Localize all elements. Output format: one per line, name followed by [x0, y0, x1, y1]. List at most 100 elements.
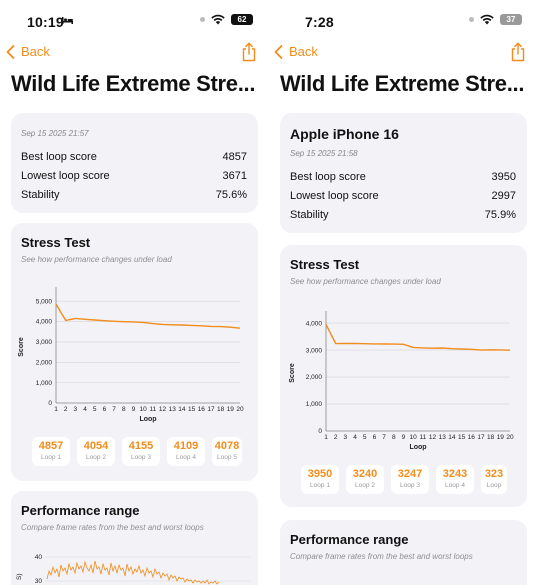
nav-bar: Back [269, 42, 538, 64]
x-axis-label: Loop [139, 416, 156, 423]
stress-test-card: Stress Test See how performance changes … [280, 245, 527, 507]
y-tick-label: 3,000 [306, 347, 323, 354]
performance-range-subtitle: Compare frame rates from the best and wo… [21, 523, 204, 532]
y-axis-label: Score [289, 363, 296, 383]
back-button[interactable]: Back [274, 44, 318, 59]
summary-card: Sep 15 2025 21:57 Best loop score 4857 L… [11, 113, 258, 213]
loop-chip[interactable]: 3950 Loop 1 [301, 465, 339, 494]
score-series-line [55, 303, 241, 329]
fps-tick-label: 40 [35, 554, 43, 561]
x-tick-label: 1 [324, 434, 328, 441]
x-axis-label: Loop [409, 444, 426, 451]
x-tick-label: 20 [506, 434, 514, 441]
page-title: Wild Life Extreme Stre... [280, 71, 525, 96]
back-button[interactable]: Back [6, 44, 50, 59]
loop-label: Loop 5 [217, 454, 237, 461]
y-tick-label: 4,000 [36, 319, 53, 326]
back-label: Back [21, 44, 50, 59]
chevron-left-icon [274, 44, 283, 59]
performance-range-title: Performance range [21, 503, 140, 518]
lowest-loop-value: 2997 [491, 190, 516, 202]
best-loop-label: Best loop score [21, 151, 97, 163]
wifi-icon [211, 14, 225, 25]
loop-chip[interactable]: 3240 Loop 2 [346, 465, 384, 494]
nav-bar: Back [0, 42, 269, 64]
device-name: Apple iPhone 16 [290, 126, 399, 142]
share-icon[interactable] [241, 42, 257, 62]
back-label: Back [289, 44, 318, 59]
x-tick-label: 1 [54, 406, 58, 413]
y-tick-label: 1,000 [36, 380, 53, 387]
loop-score: 4155 [128, 440, 154, 452]
loop-chip[interactable]: 4857 Loop 1 [32, 437, 70, 466]
status-time: 7:28 [305, 14, 334, 30]
left-screen: 10:19 62 Back W [0, 0, 269, 585]
loop-chip[interactable]: 4054 Loop 2 [77, 437, 115, 466]
loop-score: 3247 [397, 468, 423, 480]
loop-label: Loop 2 [86, 454, 106, 461]
x-tick-label: 3 [74, 406, 78, 413]
x-tick-label: 11 [419, 434, 426, 441]
loop-score: 4109 [173, 440, 199, 452]
x-tick-label: 14 [448, 434, 456, 441]
loop-label: Loop 1 [310, 482, 330, 489]
loop-score: 4857 [38, 440, 64, 452]
loop-label: Loop 1 [41, 454, 61, 461]
loop-chip[interactable]: 3243 Loop 4 [436, 465, 474, 494]
fps-axis-fragment: S) [16, 574, 23, 581]
performance-range-title: Performance range [290, 532, 409, 547]
performance-range-subtitle: Compare frame rates from the best and wo… [290, 552, 473, 561]
fps-series-line [46, 560, 220, 585]
lowest-loop-row: Lowest loop score 3671 [21, 170, 247, 182]
best-loop-value: 4857 [222, 151, 247, 163]
loop-chip[interactable]: 4155 Loop 3 [122, 437, 160, 466]
x-tick-label: 7 [382, 434, 386, 441]
x-tick-label: 13 [439, 434, 447, 441]
status-time: 10:19 [27, 14, 64, 30]
lowest-loop-label: Lowest loop score [290, 190, 379, 202]
y-tick-label: 2,000 [36, 359, 53, 366]
loop-chip[interactable]: 3247 Loop 3 [391, 465, 429, 494]
x-tick-label: 7 [112, 406, 116, 413]
y-tick-label: 0 [318, 428, 322, 435]
fps-tick-label: 30 [35, 578, 43, 585]
x-tick-label: 4 [353, 434, 357, 441]
x-tick-label: 9 [402, 434, 406, 441]
lowest-loop-row: Lowest loop score 2997 [290, 190, 516, 202]
stability-value: 75.9% [484, 209, 516, 221]
x-tick-label: 16 [468, 434, 476, 441]
y-tick-label: 1,000 [306, 401, 323, 408]
loop-score: 323 [484, 468, 504, 480]
share-icon[interactable] [510, 42, 526, 62]
x-tick-label: 2 [64, 406, 68, 413]
y-tick-label: 0 [48, 400, 52, 407]
performance-range-card: Performance range Compare frame rates fr… [280, 520, 527, 585]
run-date: Sep 15 2025 21:57 [21, 129, 89, 138]
y-tick-label: 3,000 [36, 339, 53, 346]
loop-scores-row[interactable]: 3950 Loop 1 3240 Loop 2 3247 Loop 3 3243 Loo… [301, 465, 507, 494]
x-tick-label: 4 [83, 406, 87, 413]
loop-label: Loop 4 [445, 482, 465, 489]
loop-chip[interactable]: 323 Loop [481, 465, 507, 494]
loop-chip[interactable]: 4078 Loop 5 [212, 437, 242, 466]
score-series-line [325, 324, 511, 351]
loop-label: Loop 3 [400, 482, 420, 489]
loop-scores-row[interactable]: 4857 Loop 1 4054 Loop 2 4155 Loop 3 4109 Loo… [32, 437, 242, 466]
stress-test-title: Stress Test [290, 257, 360, 272]
x-tick-label: 14 [178, 406, 186, 413]
x-tick-label: 6 [373, 434, 377, 441]
sleep-icon [62, 17, 73, 24]
stability-label: Stability [290, 209, 329, 221]
stability-row: Stability 75.6% [21, 189, 247, 201]
loop-chip[interactable]: 4109 Loop 4 [167, 437, 205, 466]
x-tick-label: 12 [429, 434, 437, 441]
x-tick-label: 6 [103, 406, 107, 413]
loop-score: 4078 [214, 440, 240, 452]
status-bar: 10:19 62 [0, 0, 269, 40]
right-screen: 7:28 37 Back Wild Life Extreme Stre... A… [269, 0, 538, 585]
best-loop-row: Best loop score 3950 [290, 171, 516, 183]
stress-test-card: Stress Test See how performance changes … [11, 223, 258, 481]
x-tick-label: 9 [132, 406, 136, 413]
